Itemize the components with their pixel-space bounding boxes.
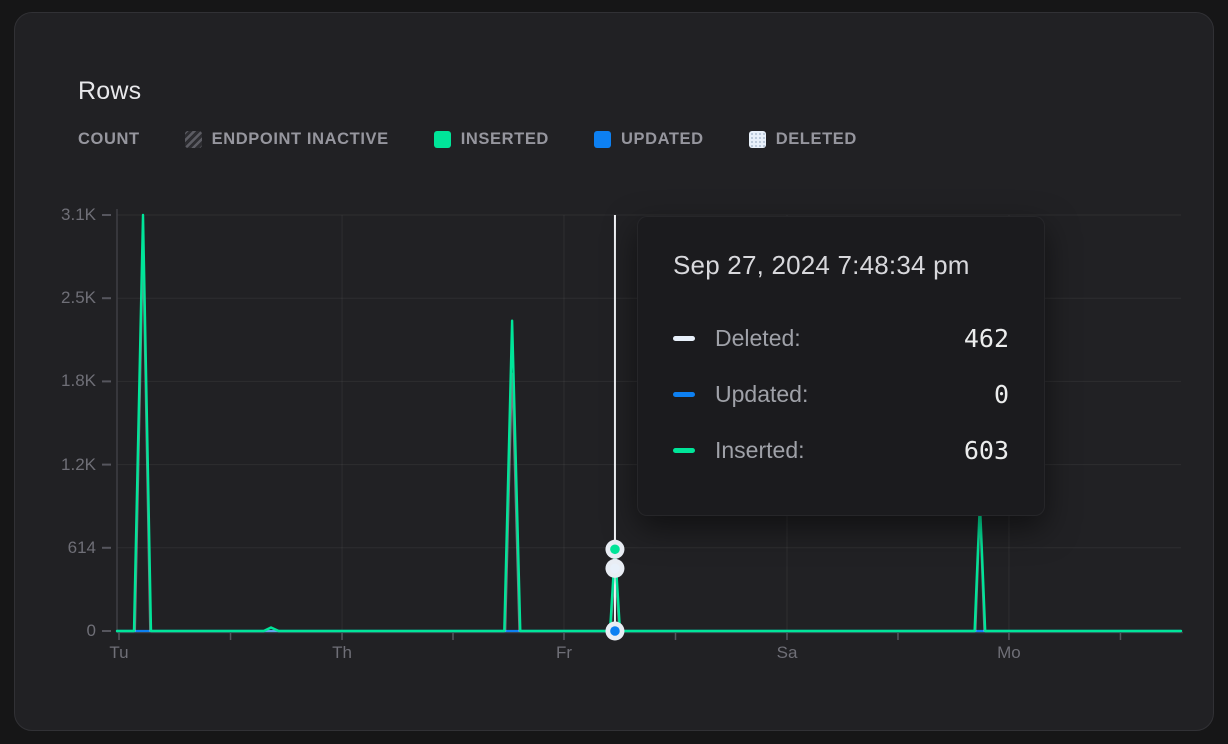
x-axis-tick-label: Fr	[555, 643, 573, 662]
tooltip-rows: Deleted: 462 Updated: 0 Inserted: 603	[673, 310, 1009, 478]
y-axis-tick-label: 2.5K	[61, 288, 96, 308]
x-axis-tick-label: Tu	[109, 643, 129, 662]
tooltip-series-value: 603	[963, 435, 1009, 465]
y-axis-tick-label: 0	[86, 621, 96, 640]
tooltip-series-label: Inserted:	[715, 436, 805, 463]
legend-label: ENDPOINT INACTIVE	[211, 129, 389, 148]
updated-swatch-icon	[593, 130, 611, 148]
tooltip-timestamp: Sep 27, 2024 7:48:34 pm	[673, 250, 970, 280]
legend-label: COUNT	[78, 129, 140, 148]
tooltip-row-updated: Updated: 0	[673, 366, 1009, 422]
endpoint-inactive-swatch-icon	[184, 130, 202, 148]
legend-item-endpoint-inactive[interactable]: ENDPOINT INACTIVE	[184, 129, 389, 149]
updated-line-swatch-icon	[673, 391, 695, 397]
legend-label: INSERTED	[460, 129, 549, 148]
legend-item-deleted[interactable]: DELETED	[748, 129, 857, 149]
deleted-swatch-icon	[748, 130, 766, 148]
y-axis-tick-label: 1.8K	[61, 371, 96, 391]
tooltip-series-label: Updated:	[715, 380, 809, 407]
legend-label: UPDATED	[620, 129, 704, 148]
rows-chart-card: Rows COUNT ENDPOINT INACTIVE INSERTED UPDAT…	[14, 12, 1214, 731]
legend-item-count: COUNT	[78, 130, 140, 149]
tooltip-row-inserted: Inserted: 603	[673, 422, 1009, 478]
chart-tooltip: Sep 27, 2024 7:48:34 pm Deleted: 462 Updat…	[637, 216, 1045, 516]
inserted-swatch-icon	[433, 130, 451, 148]
x-axis-tick-label: Mo	[997, 643, 1021, 662]
legend-label: DELETED	[775, 129, 857, 148]
legend-item-updated[interactable]: UPDATED	[593, 129, 704, 149]
inserted-line-swatch-icon	[673, 447, 695, 453]
x-axis-tick-label: Th	[332, 643, 352, 662]
y-axis-tick-label: 1.2K	[61, 454, 96, 474]
tooltip-series-label: Deleted:	[715, 324, 801, 351]
tooltip-series-value: 462	[963, 323, 1009, 353]
deleted-line-swatch-icon	[673, 335, 695, 341]
y-axis-tick-label: 614	[67, 537, 96, 557]
x-axis-tick-label: Sa	[776, 643, 798, 662]
chart-legend: COUNT ENDPOINT INACTIVE INSERTED UPDATED DEL…	[78, 128, 857, 150]
rows-line-chart[interactable]	[15, 13, 1228, 744]
legend-item-inserted[interactable]: INSERTED	[433, 129, 549, 149]
y-axis-tick-label: 3.1K	[61, 205, 96, 224]
card-title: Rows	[78, 77, 142, 105]
tooltip-row-deleted: Deleted: 462	[673, 310, 1009, 366]
tooltip-series-value: 0	[993, 379, 1009, 409]
